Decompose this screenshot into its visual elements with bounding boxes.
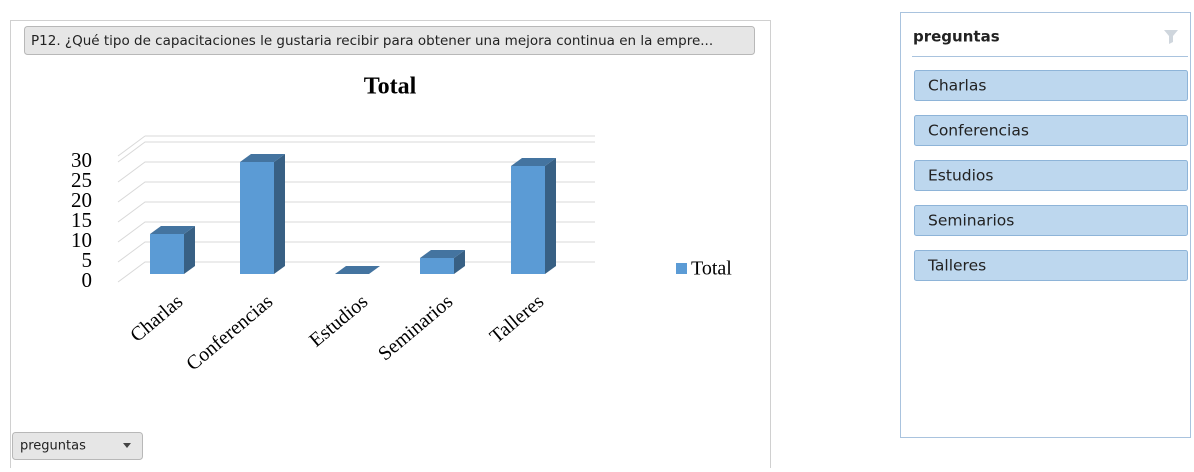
bar-top (150, 226, 195, 234)
bar (150, 226, 195, 274)
clear-filter-icon[interactable] (1164, 30, 1178, 44)
grid-line (117, 221, 595, 243)
y-tick-label: 25 (71, 168, 92, 192)
bar-top (511, 158, 556, 166)
bar-top (240, 154, 285, 162)
slicer-item[interactable] (914, 70, 1188, 101)
bar-front (240, 162, 274, 274)
slicer-item[interactable] (914, 160, 1188, 191)
bar-side (274, 154, 285, 274)
chart-area (10, 20, 771, 472)
grid-line (117, 241, 595, 263)
bar-front (511, 166, 545, 274)
back-wall-top-edge (117, 135, 146, 157)
slicer-title: preguntas (913, 28, 1000, 46)
bar-top (335, 266, 380, 274)
legend-swatch (676, 263, 687, 274)
chart-title: Total (364, 74, 417, 100)
bar-side (545, 158, 556, 274)
grid-line (117, 181, 595, 203)
slicer-items: Charlas Conferencias Estudios Seminarios Tal… (914, 70, 1188, 281)
grid-line (117, 161, 595, 183)
y-tick-label: 20 (71, 188, 92, 212)
slicer-item[interactable] (914, 250, 1188, 281)
slicer-item[interactable] (914, 115, 1188, 146)
slicer-item[interactable] (914, 205, 1188, 236)
field-button[interactable] (12, 432, 143, 460)
slicer-item-label: Estudios (928, 167, 993, 185)
field-button-label: preguntas (20, 439, 86, 454)
bar (420, 250, 465, 274)
bar (240, 154, 285, 274)
bar-top (420, 250, 465, 258)
pivot-header-box (24, 26, 755, 55)
y-tick-label: 30 (71, 148, 92, 172)
bar-front (420, 258, 454, 274)
slicer-item-label: Charlas (928, 77, 986, 95)
y-tick-label: 0 (82, 268, 93, 292)
legend-label: Total (691, 258, 732, 280)
y-tick-label: 15 (71, 208, 92, 232)
bar (335, 266, 380, 274)
y-tick-label: 10 (71, 228, 92, 252)
grid-line (117, 141, 595, 163)
slicer-item-label: Seminarios (928, 212, 1014, 230)
y-tick-label: 5 (82, 248, 93, 272)
dropdown-arrow (123, 443, 131, 448)
grid-line (117, 201, 595, 223)
pivot-header: P12. ¿Qué tipo de capacitaciones le gust… (31, 33, 713, 49)
bar-front (150, 234, 184, 274)
slicer-item-label: Conferencias (928, 122, 1029, 140)
slicer-item-label: Talleres (927, 257, 986, 275)
bar (511, 158, 556, 274)
bar-side (184, 226, 195, 274)
